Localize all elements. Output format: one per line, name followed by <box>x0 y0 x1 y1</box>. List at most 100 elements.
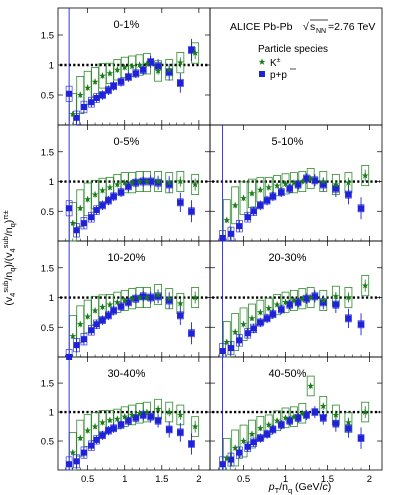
proton-point <box>80 336 87 343</box>
kaon-sys-box <box>239 307 248 342</box>
panel-label: 20-30% <box>268 252 306 264</box>
kaon-sys-box <box>222 438 231 471</box>
proton-point <box>358 435 365 442</box>
proton-point <box>66 205 73 212</box>
kaon-sys-box <box>361 275 370 297</box>
square-icon <box>259 71 265 77</box>
kaon-sys-box <box>344 286 353 309</box>
y-axis-label-part: sub <box>1 281 10 293</box>
x-axis-label-part: c <box>322 481 328 493</box>
proton-point <box>358 205 365 212</box>
kaon-sys-box <box>106 62 114 85</box>
kaon-sys-box <box>281 173 290 195</box>
y-axis-label-part: /n <box>3 227 15 236</box>
y-axis-label-part: /n <box>3 272 15 281</box>
proton-point <box>236 337 243 344</box>
kaon-sys-box <box>83 414 92 447</box>
proton-point <box>140 178 147 185</box>
proton-point <box>132 179 139 186</box>
proton-point <box>73 227 80 234</box>
proton-point <box>257 435 264 442</box>
proton-point <box>311 177 318 184</box>
proton-point <box>105 427 112 434</box>
kaon-sys-box <box>76 76 85 115</box>
proton-point <box>311 409 318 416</box>
proton-point <box>257 202 264 209</box>
proton-point <box>125 183 132 190</box>
x-axis-label-part: p <box>268 481 275 493</box>
y-tick-label: 1 <box>49 293 54 304</box>
panel-frame <box>209 356 383 471</box>
proton-point <box>147 294 154 301</box>
proton-point <box>278 189 285 196</box>
proton-point <box>358 321 365 328</box>
proton-point <box>118 78 125 85</box>
proton-point <box>188 330 195 337</box>
proton-point <box>73 458 80 465</box>
kaon-sys-box <box>231 186 240 225</box>
proton-point <box>250 325 257 332</box>
proton-point <box>166 69 173 76</box>
proton-point <box>118 303 125 310</box>
proton-point <box>105 87 112 94</box>
proton-point <box>93 95 100 101</box>
proton-point <box>219 235 226 242</box>
proton-point <box>219 348 226 355</box>
proton-point <box>177 312 184 319</box>
kaon-sys-box <box>239 424 248 458</box>
energy-sub: NN <box>316 28 326 35</box>
legend-entry-kaon: K± <box>258 57 281 69</box>
proton-point <box>286 185 293 192</box>
kaon-sys-box <box>222 199 231 242</box>
kaon-sys-box <box>361 165 370 187</box>
panel-30-40%: 30-40% 0.5 1 1.5 0.5 1 1.5 2 <box>41 357 210 485</box>
kaon-sys-box <box>248 419 256 449</box>
proton-point <box>166 181 173 188</box>
legend-entry-proton: p+p <box>259 68 296 81</box>
panel-0-1%: 0-1% 0.5 1 1.5 <box>41 8 210 126</box>
proton-point <box>345 425 352 432</box>
x-tick-label: 2 <box>196 474 201 485</box>
y-tick-label: 1.5 <box>41 31 54 42</box>
proton-point <box>188 440 195 447</box>
proton-point <box>244 214 251 221</box>
panels-layer: 0-1% 0.5 1 1.5 0-5% 0.5 1 1.5 5-10% 10-20% 0.5 1 1.5… <box>41 7 383 485</box>
proton-point <box>80 449 87 456</box>
proton-point <box>320 181 327 188</box>
y-axis-label-part: sub <box>1 236 10 248</box>
proton-point <box>110 83 117 89</box>
proton-point <box>188 47 195 53</box>
kaon-sys-box <box>319 170 328 193</box>
proton-point <box>110 425 117 432</box>
proton-point <box>147 59 154 65</box>
kaon-sys-box <box>98 63 107 89</box>
proton-point <box>110 193 117 200</box>
proton-point <box>332 420 339 427</box>
kaon-sys-box <box>83 299 92 334</box>
kaon-sys-box <box>273 410 282 431</box>
proton-point <box>88 99 95 106</box>
proton-point <box>236 223 243 230</box>
x-axis-label-part: q <box>288 486 292 495</box>
x-tick-label: 1.5 <box>321 474 334 485</box>
proton-point <box>155 63 162 70</box>
proton-point <box>320 414 327 421</box>
proton-point <box>140 293 147 300</box>
proton-point <box>73 114 80 121</box>
x-tick-label: 1.5 <box>155 474 168 485</box>
kaon-sys-box <box>239 181 248 215</box>
proton-point <box>118 189 125 196</box>
panel-label: 5-10% <box>272 136 304 148</box>
proton-point <box>132 70 139 77</box>
proton-point <box>125 299 132 306</box>
proton-point <box>219 461 226 468</box>
kaon-sys-box <box>113 59 122 81</box>
proton-point <box>99 92 106 98</box>
proton-point <box>105 197 112 204</box>
proton-point <box>303 295 310 302</box>
y-axis-label-part: 4 <box>8 248 17 252</box>
proton-point <box>278 421 285 428</box>
panel-label: 30-40% <box>107 368 145 380</box>
proton-point <box>99 317 106 324</box>
legend-label-proton: p+p <box>270 70 287 81</box>
